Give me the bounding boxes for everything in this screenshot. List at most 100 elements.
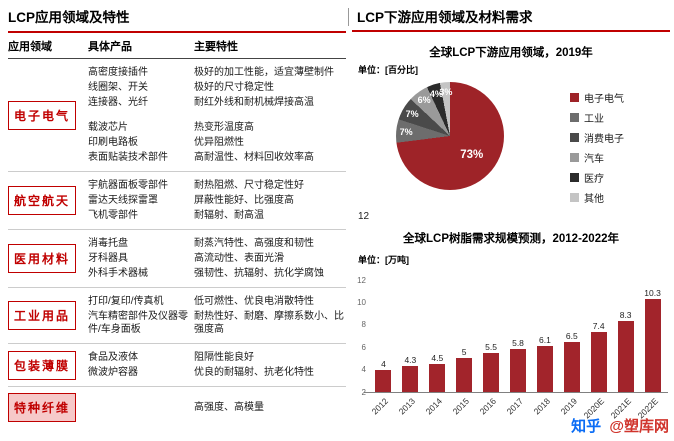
downstream-section: LCP下游应用领域及材料需求 全球LCP下游应用领域，2019年 单位：[百分比… xyxy=(352,6,670,438)
trait-cell: 热变形温度高 xyxy=(194,122,254,133)
pie-slice-label: 7% xyxy=(399,126,413,137)
watermark: 知乎 @塑库网 xyxy=(571,415,669,436)
product-cell: 消毒托盘 xyxy=(88,238,128,249)
product-cell: 微波炉容器 xyxy=(88,367,138,378)
legend-swatch xyxy=(570,113,579,122)
bar-value-label: 5.5 xyxy=(485,341,497,352)
bar-chart: 2 4 6 8 10 12 4 2012 4.3 2013 4.5 2014 5 2015 5.5 2016 5… xyxy=(354,266,668,436)
bar xyxy=(456,358,473,392)
trait-cell: 极好的尺寸稳定性 xyxy=(194,82,274,93)
legend-item: 工业 xyxy=(570,110,624,125)
product-cell: 外科手术器械 xyxy=(88,268,148,279)
legend-item: 其他 xyxy=(570,190,624,205)
pie-legend: 电子电气 工业 消费电子 汽车 医疗 其他 xyxy=(570,90,624,210)
watermark-handle: @塑库网 xyxy=(609,418,669,435)
product-cell: 连接器、光纤 xyxy=(88,97,148,108)
table-group: 工业用品 打印/复印/传真机 低可燃性、优良电消散特性 汽车精密部件及仪器零件/车身面… xyxy=(8,288,346,344)
product-cell: 汽车精密部件及仪器零件/车身面板 xyxy=(88,311,188,335)
legend-label: 汽车 xyxy=(584,154,604,165)
product-cell: 飞机零部件 xyxy=(88,210,138,221)
trait-cell: 耐热阻燃、尺寸稳定性好 xyxy=(194,180,304,191)
pie-chart xyxy=(396,82,504,190)
legend-swatch xyxy=(570,173,579,182)
table-group: 电子电气 高密度接插件 极好的加工性能，适宜薄壁制件 线圈架、开关 极好的尺寸稳定性 连接… xyxy=(8,59,346,172)
product-cell: 载波芯片 xyxy=(88,122,128,133)
trait-cell: 耐红外线和耐机械焊接高温 xyxy=(194,97,314,108)
field-label: 工业用品 xyxy=(8,301,76,330)
legend-swatch xyxy=(570,153,579,162)
product-cell: 印刷电路板 xyxy=(88,137,138,148)
field-label: 特种纤维 xyxy=(8,393,76,422)
y-axis-tick: 2 xyxy=(361,387,366,397)
legend-label: 其他 xyxy=(584,194,604,205)
section-divider xyxy=(348,8,349,26)
pie-slice-label: 3% xyxy=(439,87,453,98)
product-cell: 宇航器面板零部件 xyxy=(88,180,168,191)
table-group: 航空航天 宇航器面板零部件 耐热阻燃、尺寸稳定性好 雷达天线探雷罩 屏蔽性能好、比强度高… xyxy=(8,172,346,230)
bar-value-label: 4 xyxy=(381,358,386,369)
product-cell: 雷达天线探雷罩 xyxy=(88,195,158,206)
bar xyxy=(510,349,526,392)
trait-cell: 阻隔性能良好 xyxy=(194,352,254,363)
legend-item: 电子电气 xyxy=(570,90,624,105)
pie-slice-label: 6% xyxy=(417,95,431,106)
bar xyxy=(483,352,500,392)
trait-cell: 低可燃性、优良电消散特性 xyxy=(194,296,314,307)
x-axis-label: 2017 xyxy=(504,396,526,417)
pie-unit-label: 单位：[百分比] xyxy=(358,65,418,75)
legend-swatch xyxy=(570,133,579,142)
x-axis-label: 2013 xyxy=(396,396,418,417)
product-cell: 食品及液体 xyxy=(88,352,138,363)
field-label: 包装薄膜 xyxy=(8,350,76,380)
field-label: 医用材料 xyxy=(8,244,76,273)
bar xyxy=(563,341,580,392)
pie-slice-label: 4% xyxy=(429,89,443,100)
product-cell: 表面贴装技术部件 xyxy=(88,152,168,163)
column-header-product: 具体产品 xyxy=(88,41,132,53)
trait-cell: 优良的耐辐射、抗老化特性 xyxy=(194,367,314,378)
trait-cell: 强韧性、抗辐射、抗化学腐蚀 xyxy=(194,268,324,279)
legend-label: 工业 xyxy=(584,114,604,125)
legend-swatch xyxy=(570,93,579,102)
product-cell: 打印/复印/传真机 xyxy=(88,296,164,307)
left-section-title: LCP应用领域及特性 xyxy=(8,10,130,25)
right-title-rule xyxy=(352,30,670,32)
trait-cell: 高流动性、表面光滑 xyxy=(194,253,284,264)
y-axis-tick: 8 xyxy=(361,320,366,330)
x-axis-label: 2015 xyxy=(450,396,472,417)
pie-area: 73% 7% 7% 6% 4% 3% xyxy=(396,82,504,190)
right-section-title: LCP下游应用领域及材料需求 xyxy=(357,10,533,25)
bar xyxy=(617,321,634,392)
x-axis-label: 2014 xyxy=(423,396,445,417)
bar-value-label: 6.1 xyxy=(538,335,551,346)
table-group: 医用材料 消毒托盘 耐蒸汽特性、高强度和韧性 牙科器具 高流动性、表面光滑 外科手术器械 强… xyxy=(8,230,346,288)
legend-item: 汽车 xyxy=(570,150,624,165)
pie-slice-label: 73% xyxy=(460,149,484,162)
legend-item: 消费电子 xyxy=(570,130,624,145)
x-axis-line xyxy=(364,392,668,393)
column-header-trait: 主要特性 xyxy=(194,41,238,53)
table-group: 特种纤维 高强度、高模量 xyxy=(8,387,346,428)
y-axis-tick: 10 xyxy=(357,297,366,307)
bar-value-label: 10.3 xyxy=(644,288,661,299)
bar-value-label: 4.3 xyxy=(404,355,417,366)
legend-label: 电子电气 xyxy=(584,94,624,105)
trait-cell: 耐蒸汽特性、高强度和韧性 xyxy=(194,238,314,249)
trait-cell: 高强度、高模量 xyxy=(194,402,264,413)
legend-swatch xyxy=(570,193,579,202)
trait-cell: 优异阻燃性 xyxy=(194,137,244,148)
applications-section: LCP应用领域及特性 应用领域 具体产品 主要特性 电子电气 高密度接插件 极好的加… xyxy=(8,6,346,428)
bar xyxy=(590,331,607,392)
product-cell: 高密度接插件 xyxy=(88,67,148,78)
y-axis-tick: 6 xyxy=(361,342,366,352)
bar xyxy=(429,364,446,392)
trait-cell: 高耐温性、材料回收效率高 xyxy=(194,152,314,163)
pie-chart-title: 全球LCP下游应用领域，2019年 xyxy=(429,47,593,59)
legend-label: 消费电子 xyxy=(584,134,624,145)
application-table-body: 电子电气 高密度接插件 极好的加工性能，适宜薄壁制件 线圈架、开关 极好的尺寸稳定性 连接… xyxy=(8,59,346,428)
product-cell: 线圈架、开关 xyxy=(88,82,148,93)
bar-chart-title: 全球LCP树脂需求规模预测，2012-2022年 xyxy=(403,233,619,245)
y-axis-tick: 12 xyxy=(357,275,366,285)
bar-value-label: 5 xyxy=(461,347,467,358)
field-label: 航空航天 xyxy=(8,186,76,215)
